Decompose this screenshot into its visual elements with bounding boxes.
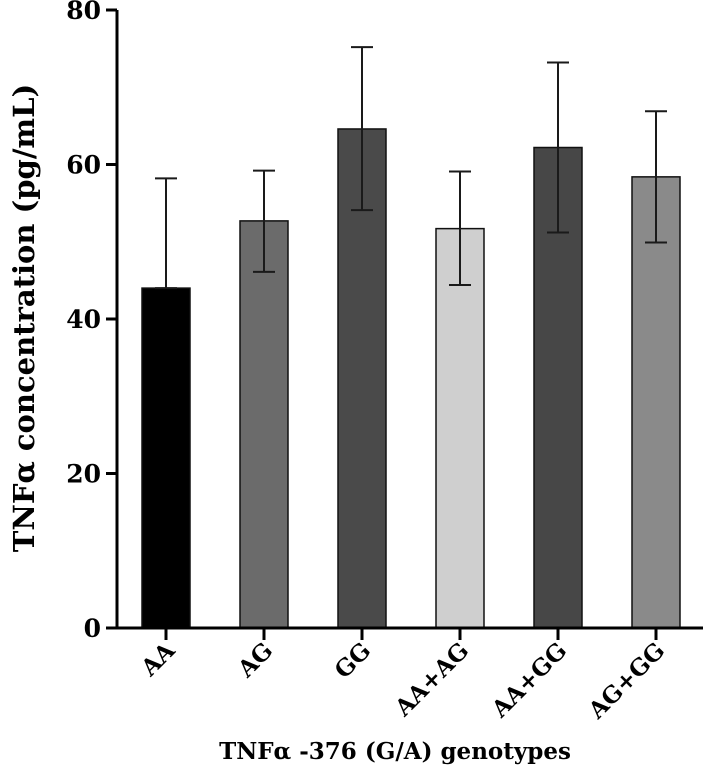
bar-aa-plus-ag: [435, 227, 485, 629]
x-tick-label: AA+AG: [389, 637, 474, 722]
x-axis-title: TNFα -376 (G/A) genotypes: [219, 738, 571, 765]
y-axis: 0 20 40 60 80: [66, 0, 119, 643]
bars: [141, 46, 681, 629]
bar-gg: [337, 128, 387, 629]
x-tick-label: AG+GG: [583, 637, 671, 725]
x-tick-label: GG: [329, 637, 376, 684]
x-axis: AA AG GG AA+AG AA+GG AG+GG: [116, 626, 703, 725]
x-tick-label: AG: [232, 637, 278, 683]
bar-ag: [239, 220, 289, 629]
x-tick-label: AA: [135, 636, 181, 682]
y-tick-label: 80: [66, 0, 101, 25]
y-axis-title: TNFα concentration (pg/mL): [7, 84, 41, 552]
y-tick-label: 20: [66, 460, 101, 489]
bar-aa: [141, 287, 191, 629]
y-tick-label: 40: [66, 305, 101, 334]
bar-ag-plus-gg: [631, 176, 681, 629]
y-tick-label: 60: [66, 151, 101, 180]
x-tick-label: AA+GG: [486, 637, 572, 723]
y-tick-label: 0: [84, 614, 101, 643]
